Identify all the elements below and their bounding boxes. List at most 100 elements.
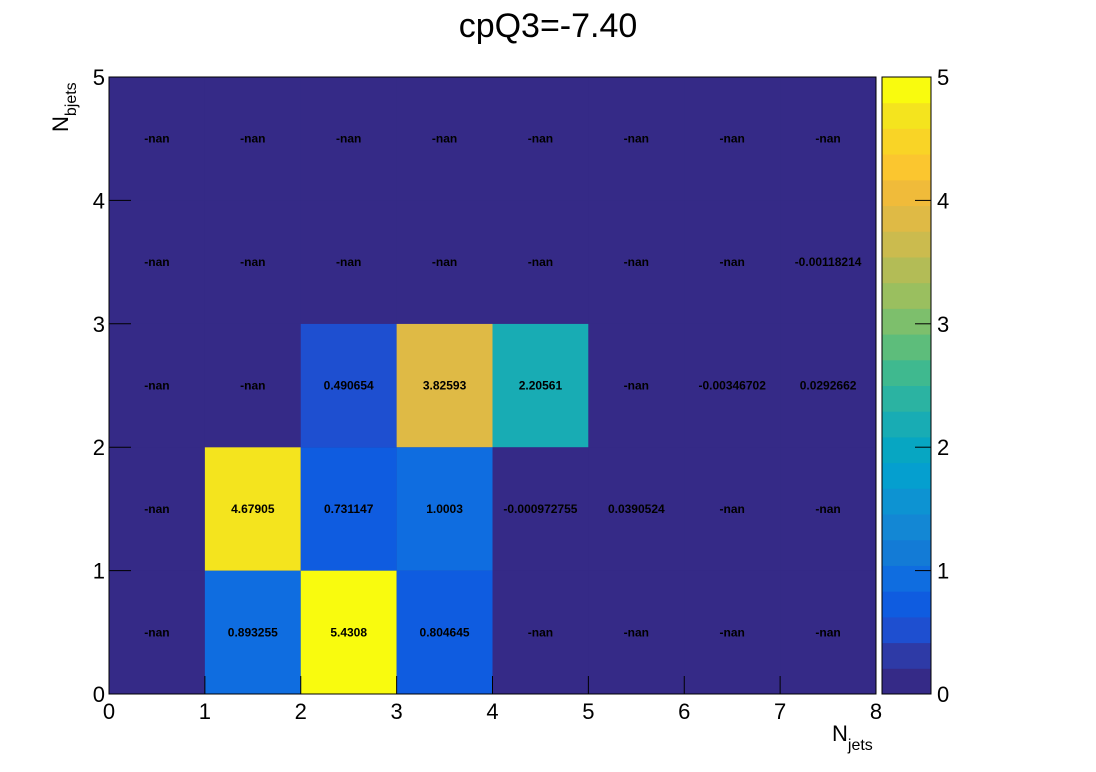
cell-value-label: -nan bbox=[815, 502, 840, 516]
cell-value-label: -nan bbox=[720, 255, 745, 269]
heatmap-cell bbox=[780, 323, 876, 448]
heatmap-cell bbox=[780, 570, 876, 694]
cell-value-label: -nan bbox=[720, 625, 745, 639]
heatmap-cell bbox=[492, 200, 589, 324]
heatmap-cell bbox=[588, 570, 685, 694]
x-tick-label: 6 bbox=[678, 699, 690, 724]
cell-value-label: -nan bbox=[624, 255, 649, 269]
y-axis-title-main: N bbox=[48, 116, 73, 132]
color-scale: 0 1 2 3 4 5 bbox=[881, 65, 949, 707]
x-tick-label: 4 bbox=[486, 699, 498, 724]
y-tick-label: 1 bbox=[93, 559, 105, 584]
x-tick-label: 8 bbox=[870, 699, 882, 724]
z-tick-label: 2 bbox=[937, 435, 949, 460]
cell-value-label: -nan bbox=[432, 255, 457, 269]
color-scale-swatch bbox=[882, 411, 931, 438]
cell-value-label: -nan bbox=[528, 625, 553, 639]
heatmap-cell bbox=[204, 200, 301, 324]
z-tick-label: 0 bbox=[937, 682, 949, 707]
cell-value-label: -nan bbox=[144, 132, 169, 146]
x-axis-title-sub: jets bbox=[847, 737, 873, 754]
color-scale-swatch bbox=[882, 128, 931, 155]
color-scale-swatch bbox=[882, 539, 931, 566]
x-tick-label: 1 bbox=[199, 699, 211, 724]
color-scale-swatch bbox=[882, 668, 931, 695]
color-scale-swatch bbox=[882, 231, 931, 258]
x-tick-label: 3 bbox=[391, 699, 403, 724]
heatmap-cell bbox=[109, 570, 205, 694]
color-scale-swatch bbox=[882, 77, 931, 104]
cell-value-label: 0.490654 bbox=[324, 379, 374, 393]
color-scale-swatch bbox=[882, 514, 931, 541]
cell-value-label: -nan bbox=[528, 255, 553, 269]
color-scale-swatch bbox=[882, 359, 931, 386]
color-scale-swatch bbox=[882, 488, 931, 515]
heatmap-cell bbox=[396, 323, 493, 448]
cell-value-label: 4.67905 bbox=[231, 502, 275, 516]
cell-value-label: -0.000972755 bbox=[503, 502, 577, 516]
heatmap-cell bbox=[109, 77, 205, 201]
heatmap-cell bbox=[396, 447, 493, 571]
color-scale-swatch bbox=[882, 565, 931, 592]
heatmap-cell bbox=[684, 77, 781, 201]
heatmap-cell bbox=[492, 323, 589, 448]
z-tick-label: 3 bbox=[937, 312, 949, 337]
cell-value-label: -nan bbox=[144, 255, 169, 269]
color-scale-swatch bbox=[882, 385, 931, 412]
color-scale-swatch bbox=[882, 462, 931, 489]
heatmap-cell bbox=[396, 200, 493, 324]
heatmap-cell bbox=[396, 77, 493, 201]
cell-value-label: -0.00118214 bbox=[795, 255, 862, 269]
x-axis-title: Njets bbox=[832, 721, 873, 754]
color-scale-swatch bbox=[882, 308, 931, 335]
z-tick-label: 4 bbox=[937, 188, 949, 213]
y-tick-label: 4 bbox=[93, 188, 105, 213]
cell-value-label: 5.4308 bbox=[330, 625, 367, 639]
color-scale-swatch bbox=[882, 616, 931, 644]
heatmap-cells bbox=[109, 77, 876, 694]
cell-value-label: -nan bbox=[240, 132, 265, 146]
color-scale-swatch bbox=[882, 334, 931, 361]
z-tick-label: 5 bbox=[937, 65, 949, 90]
cell-value-label: -nan bbox=[144, 379, 169, 393]
heatmap-cell bbox=[204, 77, 301, 201]
heatmap-cell bbox=[300, 447, 397, 571]
cell-value-label: 0.0292662 bbox=[800, 379, 857, 393]
heatmap-cell bbox=[300, 323, 397, 448]
heatmap-cell bbox=[588, 323, 685, 448]
cell-value-label: -nan bbox=[720, 132, 745, 146]
cell-value-label: -nan bbox=[624, 625, 649, 639]
cell-value-label: -nan bbox=[624, 132, 649, 146]
color-scale-swatch bbox=[882, 642, 931, 669]
heatmap-cell bbox=[204, 570, 301, 694]
heatmap-cell bbox=[588, 77, 685, 201]
heatmap-cell bbox=[492, 570, 589, 694]
y-tick-label: 0 bbox=[93, 682, 105, 707]
heatmap-cell bbox=[780, 200, 876, 324]
heatmap-cell bbox=[109, 200, 205, 324]
color-scale-frame bbox=[881, 76, 932, 695]
heatmap-cell bbox=[204, 447, 301, 571]
heatmap-cell bbox=[780, 447, 876, 571]
cell-value-label: -nan bbox=[240, 255, 265, 269]
cell-value-label: -nan bbox=[336, 255, 361, 269]
axes: 0 1 2 3 4 5 6 7 8 0 1 2 3 4 5 bbox=[93, 65, 882, 724]
x-tick-label: 2 bbox=[295, 699, 307, 724]
color-scale-swatch bbox=[882, 205, 931, 232]
z-tick-label: 1 bbox=[937, 559, 949, 584]
x-axis-title-main: N bbox=[832, 721, 848, 746]
cell-value-label: 3.82593 bbox=[423, 379, 467, 393]
cell-value-label: 0.893255 bbox=[228, 625, 278, 639]
x-tick-label: 5 bbox=[582, 699, 594, 724]
heatmap-cell bbox=[109, 323, 205, 448]
heatmap-cell bbox=[684, 200, 781, 324]
heatmap-cell bbox=[684, 570, 781, 694]
y-axis-title-sub: bjets bbox=[63, 82, 80, 116]
color-scale-swatch bbox=[882, 179, 931, 207]
x-tick-label: 0 bbox=[103, 699, 115, 724]
heatmap-cell bbox=[300, 570, 397, 694]
y-tick-label: 5 bbox=[93, 65, 105, 90]
heatmap-cell bbox=[684, 323, 781, 448]
color-scale-swatch bbox=[882, 102, 931, 129]
cell-value-label: -nan bbox=[815, 625, 840, 639]
